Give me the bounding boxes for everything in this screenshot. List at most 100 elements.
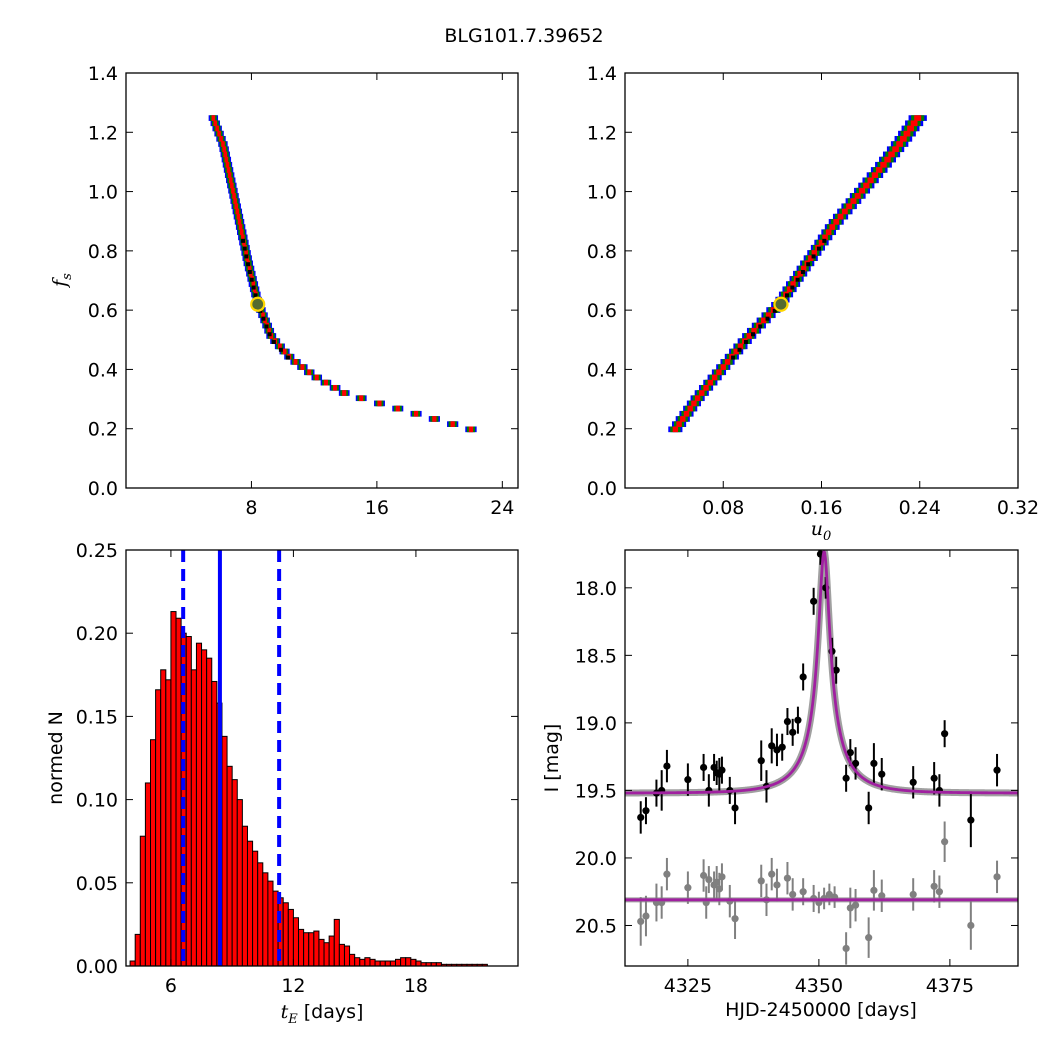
histogram-bar <box>349 953 356 967</box>
region-1sigma-cell <box>841 208 848 215</box>
data-point <box>865 934 873 942</box>
axes-frame <box>125 72 519 489</box>
histogram-bar <box>129 960 136 967</box>
axes-fs-tE: 8 16 24 0.0 0.2 0.4 0.6 0.8 1.0 1.2 1.4 fs <box>49 63 519 519</box>
region-1sigma-cell <box>833 218 840 225</box>
histogram-bar <box>415 960 422 967</box>
region-1sigma-cell <box>359 395 364 402</box>
region-1sigma-cell <box>733 348 739 355</box>
histogram-bar <box>185 636 192 967</box>
x-tick-label: 0.24 <box>899 497 941 519</box>
y-tick-label: 20.0 <box>575 848 617 870</box>
data-point <box>993 766 1001 774</box>
region-1sigma-cell <box>761 317 767 324</box>
region-1sigma-cell <box>694 395 701 402</box>
data-point <box>909 778 917 786</box>
region-1sigma-cell <box>786 286 793 293</box>
axes-lightcurve: 4325 4350 4375 18.0 18.5 19.0 19.5 20.0 20.5 HJD-… <box>541 549 1019 1021</box>
histogram-bar <box>175 617 182 967</box>
data-point <box>731 915 739 923</box>
histogram-bar <box>298 928 305 967</box>
best-chain-cell <box>800 269 805 274</box>
histogram-bar <box>165 679 172 967</box>
y-tick-label: 0.8 <box>88 241 118 263</box>
data-point <box>789 728 797 736</box>
histogram-bar <box>201 649 208 967</box>
region-1sigma-cell <box>247 265 252 272</box>
region-1sigma-cell <box>818 239 825 246</box>
data-point <box>865 804 873 812</box>
y-tick-label: 19.0 <box>575 713 617 735</box>
histogram-bar <box>328 935 335 967</box>
region-1sigma-cell <box>907 125 914 132</box>
region-1sigma-cell <box>896 141 903 147</box>
histogram-bar <box>333 918 340 967</box>
y-tick-label: 0.8 <box>587 241 617 263</box>
region-1sigma-cell <box>910 120 918 127</box>
region-1sigma-cell <box>707 379 714 386</box>
histogram-bar <box>211 680 218 967</box>
data-point <box>783 717 792 726</box>
region-1sigma-cell <box>225 161 230 168</box>
histogram-bar <box>405 957 412 967</box>
region-1sigma-cell <box>751 327 757 334</box>
region-1sigma-cell <box>231 187 235 194</box>
region-1sigma-cell <box>239 229 244 236</box>
y-tick-label: 1.4 <box>88 63 118 85</box>
region-1sigma-cell <box>342 390 347 396</box>
histogram-bar <box>359 958 366 967</box>
region-1sigma-cell <box>450 421 455 427</box>
x-tick-label: 4350 <box>795 975 843 997</box>
best-chain-cell <box>822 238 827 243</box>
region-1sigma-cell <box>221 141 225 147</box>
region-1sigma-cell <box>395 405 400 412</box>
region-1sigma-cell <box>236 213 241 220</box>
histogram-bar <box>354 957 361 967</box>
histogram-bar <box>221 735 228 967</box>
region-1sigma-cell <box>914 115 922 121</box>
histogram-bar <box>160 669 167 967</box>
x-tick-label: 4325 <box>664 975 712 997</box>
data-point <box>789 890 797 899</box>
data-point <box>941 730 949 738</box>
histogram-bar <box>343 945 351 967</box>
histogram-bar <box>287 908 294 967</box>
region-1sigma-cell <box>432 416 437 422</box>
best-fit-marker <box>773 296 789 312</box>
histogram-bar <box>246 840 254 967</box>
data-point <box>870 759 878 768</box>
data-point <box>870 886 878 894</box>
histogram-bar <box>267 880 274 967</box>
histogram-bar <box>150 739 157 967</box>
data-point <box>930 882 938 890</box>
data-point <box>851 901 860 909</box>
data-point <box>799 888 807 896</box>
x-tick-label: 4375 <box>926 975 974 997</box>
y-tick-label: 1.4 <box>587 63 617 85</box>
y-tick-label: 0.2 <box>88 419 118 441</box>
data-point <box>842 774 850 782</box>
x-tick-label: 0.16 <box>800 497 842 519</box>
region-1sigma-cell <box>228 177 233 184</box>
histogram-bar <box>379 960 386 967</box>
histogram-bar <box>144 782 151 967</box>
x-axis-label: tE [days] <box>281 1001 364 1027</box>
region-1sigma-cell <box>724 359 731 365</box>
region-1sigma-cell <box>377 400 382 407</box>
histogram-bar <box>313 930 320 967</box>
data-point <box>778 743 786 751</box>
y-tick-label: 0.4 <box>587 359 617 381</box>
best-chain-cell <box>790 285 795 290</box>
region-1sigma-cell <box>672 426 679 433</box>
x-tick-label: 24 <box>490 497 514 519</box>
region-1sigma-cell <box>227 172 232 178</box>
region-1sigma-cell <box>858 187 866 194</box>
data-point <box>967 816 975 824</box>
data-point <box>993 873 1001 881</box>
data-point <box>878 892 886 900</box>
best-chain-cell <box>267 332 272 337</box>
region-1sigma-cell <box>703 384 709 391</box>
y-tick-label: 0.00 <box>76 956 118 978</box>
region-1sigma-cell <box>680 416 686 422</box>
region-1sigma-cell <box>226 167 231 173</box>
